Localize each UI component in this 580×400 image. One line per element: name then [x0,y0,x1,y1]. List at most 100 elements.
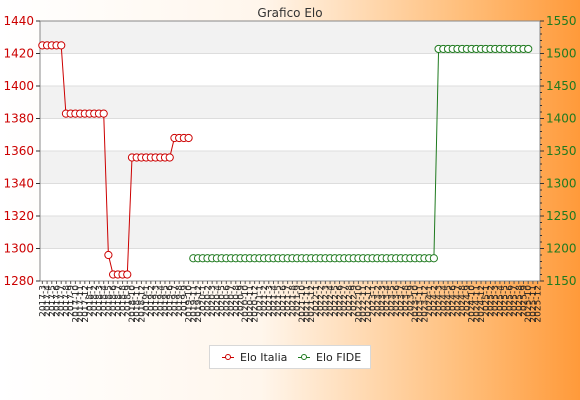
x-tick-label: 2025-3 [491,285,501,317]
data-point-italia [184,133,193,143]
x-tick-label: 2023-7 [397,285,407,317]
x-tick-label: 2017-10 [71,285,81,323]
y-right-tick-label: 1150 [546,274,577,288]
data-point-fide [524,44,533,54]
x-tick-label: 2020-3 [208,285,218,317]
x-tick-label: 2023-10 [411,285,421,323]
x-tick-label: 2023-11 [416,285,426,323]
x-tick-label: 2022-9 [350,285,360,317]
x-tick-label: 2023-2 [373,285,383,317]
x-tick-label: 2024-8 [458,285,468,317]
y-left-tick-label: 1280 [3,274,34,288]
y-left-tick-label: 1320 [3,209,34,223]
x-tick-label: 2019-4 [156,285,166,317]
y-left-tick-label: 1300 [3,242,34,256]
x-tick-label: 2019-9 [180,285,190,317]
x-tick-label: 2023-12 [420,285,430,323]
y-right-tick-label: 1500 [546,47,577,61]
data-point-italia [123,270,132,279]
x-tick-label: 2017-6 [53,285,63,317]
y-right-tick-label: 1300 [546,177,577,191]
x-tick-label: 2017-7 [57,285,67,317]
x-tick-label: 2018-2 [90,285,100,317]
y-left-tick-label: 1420 [3,47,34,61]
data-point-italia [104,250,113,260]
x-tick-label: 2019-12 [194,285,204,323]
x-tick-label: 2017-4 [43,285,53,317]
x-tick-label: 2021-9 [293,285,303,317]
x-tick-label: 2023-9 [406,285,416,317]
x-tick-label: 2019-11 [189,285,199,323]
x-tick-label: 2019-1 [142,285,152,317]
y-right-tick-label: 1350 [546,144,577,158]
y-right-tick-label: 1400 [546,112,577,126]
x-tick-label: 2025-12 [534,285,544,323]
x-tick-label: 2021-7 [284,285,294,317]
x-tick-label: 2025-7 [510,285,520,317]
x-tick-label: 2024-4 [439,285,449,317]
x-tick-label: 2024-7 [453,285,463,317]
x-tick-label: 2022-4 [326,285,336,317]
legend-label-italia: Elo Italia [240,351,288,364]
x-tick-label: 2019-3 [152,285,162,317]
x-tick-label: 2022-5 [331,285,341,317]
x-tick-label: 2017-5 [48,285,58,317]
x-tick-label: 2017-11 [76,285,86,323]
x-tick-label: 2018-3 [95,285,105,317]
x-tick-label: 2021-12 [307,285,317,323]
x-tick-label: 2022-10 [354,285,364,323]
x-tick-label: 2020-9 [236,285,246,317]
x-tick-label: 2018-5 [104,285,114,317]
x-tick-label: 2024-1 [425,285,435,317]
x-tick-label: 2022-2 [317,285,327,317]
data-point-italia [165,153,174,162]
x-tick-label: 2024-10 [468,285,478,323]
x-tick-label: 2020-11 [246,285,256,323]
x-tick-label: 2019-5 [161,285,171,317]
x-tick-label: 2024-5 [444,285,454,317]
x-tick-label: 2020-8 [232,285,242,317]
x-tick-label: 2024-9 [463,285,473,317]
x-tick-label: 2025-4 [496,285,506,317]
y-left-tick-label: 1380 [3,112,34,126]
x-tick-label: 2021-1 [255,285,265,317]
chart-title: Grafico Elo [257,6,322,20]
x-tick-label: 2017-8 [62,285,72,317]
x-tick-label: 2018-4 [100,285,110,317]
grid-band [40,86,540,119]
x-tick-label: 2018-8 [119,285,129,317]
x-tick-label: 2020-10 [241,285,251,323]
y-right-tick-label: 1550 [546,14,577,28]
y-right-tick-label: 1450 [546,79,577,93]
legend-item-fide: Elo FIDE [298,351,361,365]
data-point-italia [99,109,108,118]
legend-swatch-fide [298,354,310,360]
data-point-fide [429,254,438,263]
x-tick-label: 2024-6 [449,285,459,317]
x-tick-label: 2021-2 [260,285,270,317]
x-tick-label: 2022-12 [364,285,374,323]
legend-label-fide: Elo FIDE [316,351,362,364]
x-tick-label: 2021-11 [303,285,313,323]
x-tick-label: 2018-11 [133,285,143,323]
x-tick-label: 2023-1 [369,285,379,317]
y-left-tick-label: 1360 [3,144,34,158]
x-tick-label: 2024-2 [430,285,440,317]
x-tick-label: 2021-4 [269,285,279,317]
x-tick-label: 2019-8 [175,285,185,317]
x-tick-label: 2018-6 [109,285,119,317]
x-tick-label: 2020-4 [213,285,223,317]
y-right-tick-label: 1200 [546,242,577,256]
y-left-tick-label: 1400 [3,79,34,93]
legend-item-italia: Elo Italia [222,351,287,365]
grid-band [40,151,540,184]
x-tick-label: 2017-12 [81,285,91,323]
y-right-tick-label: 1250 [546,209,577,223]
x-tick-label: 2025-8 [515,285,525,317]
x-tick-label: 2021-6 [279,285,289,317]
legend-swatch-italia [222,354,234,360]
x-tick-label: 2018-9 [123,285,133,317]
x-tick-label: 2019-2 [147,285,157,317]
x-tick-label: 2019-7 [170,285,180,317]
